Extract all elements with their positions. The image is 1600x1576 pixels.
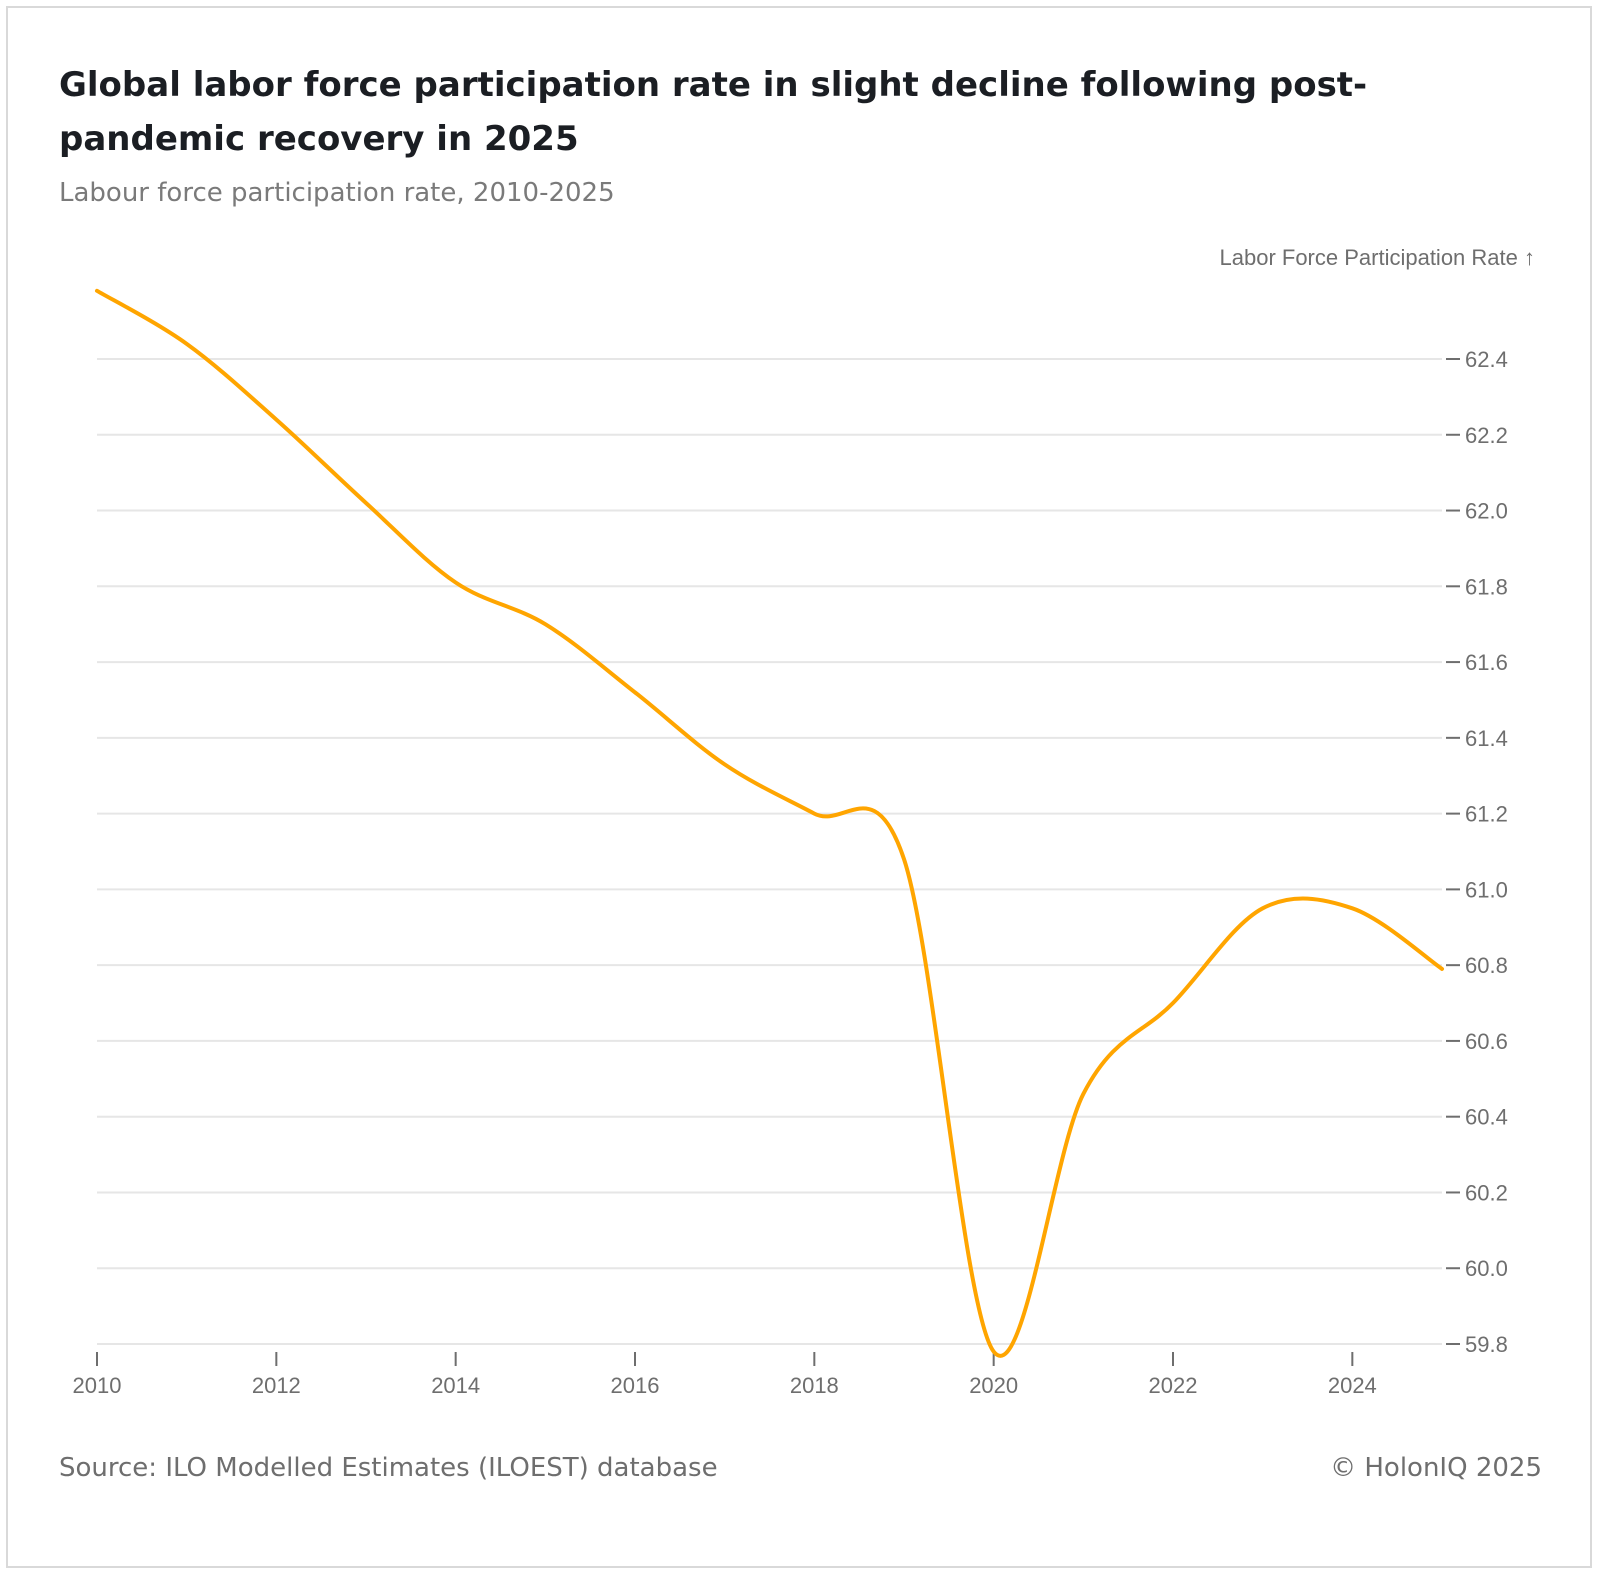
x-tick-label: 2010	[73, 1373, 122, 1398]
y-tick-label: 60.0	[1465, 1256, 1508, 1281]
x-tick-label: 2014	[431, 1373, 480, 1398]
y-tick-label: 62.2	[1465, 423, 1508, 448]
y-axis-title: Labor Force Participation Rate ↑	[1220, 245, 1536, 270]
x-tick-label: 2018	[790, 1373, 839, 1398]
x-tick-label: 2012	[252, 1373, 301, 1398]
y-tick-label: 61.0	[1465, 877, 1508, 902]
y-tick-label: 61.4	[1465, 726, 1508, 751]
y-tick-label: 59.8	[1465, 1332, 1508, 1357]
y-tick-label: 61.2	[1465, 802, 1508, 827]
y-tick-label: 61.6	[1465, 650, 1508, 675]
copyright: © HolonIQ 2025	[1330, 1453, 1542, 1483]
x-tick-label: 2016	[611, 1373, 660, 1398]
y-tick-label: 60.2	[1465, 1180, 1508, 1205]
chart-title: Global labor force participation rate in…	[59, 65, 1368, 159]
series-line	[95, 288, 1444, 1358]
x-tick-label: 2020	[969, 1373, 1018, 1398]
x-tick-label: 2024	[1328, 1373, 1377, 1398]
y-tick-label: 60.4	[1465, 1105, 1508, 1130]
y-tick-label: 62.0	[1465, 499, 1508, 524]
y-tick-label: 61.8	[1465, 574, 1508, 599]
y-tick-label: 60.8	[1465, 953, 1508, 978]
y-tick-label: 62.4	[1465, 347, 1508, 372]
chart-subtitle: Labour force participation rate, 2010-20…	[59, 178, 615, 208]
chart-frame	[6, 6, 1592, 1568]
y-tick-label: 60.6	[1465, 1029, 1508, 1054]
x-tick-label: 2022	[1149, 1373, 1198, 1398]
source-note: Source: ILO Modelled Estimates (ILOEST) …	[59, 1453, 718, 1483]
